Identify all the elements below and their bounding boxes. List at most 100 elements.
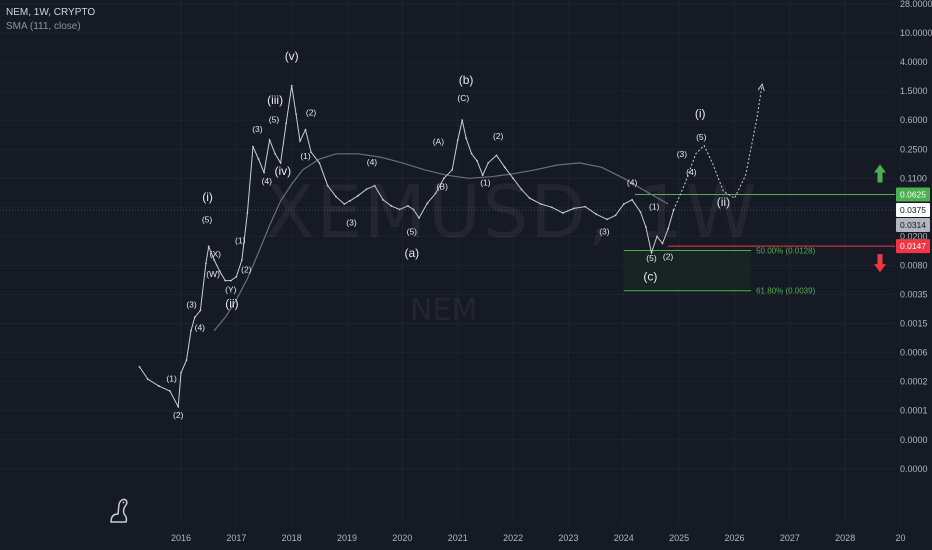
price-point — [304, 128, 307, 131]
price-point — [373, 184, 376, 187]
price-tag-label: 0.0314 — [900, 220, 926, 230]
price-point — [584, 205, 586, 208]
price-point — [476, 159, 479, 162]
price-point — [434, 192, 437, 195]
wave-label: (B) — [437, 181, 449, 191]
wave-label: (i) — [202, 190, 213, 204]
wave-label: (A) — [433, 136, 445, 146]
price-point — [461, 119, 464, 122]
price-point — [365, 188, 368, 191]
price-point — [348, 200, 351, 202]
price-point — [451, 168, 454, 171]
price-point — [263, 171, 265, 174]
price-point — [138, 365, 141, 368]
x-tick-label: 2025 — [669, 533, 689, 543]
y-tick-label: 0.6000 — [900, 115, 928, 125]
price-point — [218, 270, 221, 273]
wave-label: (4) — [195, 323, 206, 333]
price-point — [224, 279, 227, 282]
x-tick-label: 2027 — [780, 533, 800, 543]
wave-label: (1) — [300, 151, 311, 161]
wave-label: (C) — [457, 93, 469, 103]
price-point — [481, 174, 484, 177]
y-tick-label: 0.0000 — [900, 464, 928, 474]
price-point — [382, 198, 384, 201]
projection-line — [673, 84, 763, 211]
levels: 50.00% (0.0128) 61.80% (0.0039) — [0, 194, 895, 296]
price-point — [661, 242, 664, 245]
price-tag — [896, 218, 930, 233]
price-point — [185, 359, 188, 362]
sma-line — [213, 153, 669, 331]
x-tick-label: 2017 — [226, 533, 246, 543]
wave-label: (c) — [643, 270, 657, 284]
legend-title: NEM, 1W, CRYPTO — [6, 7, 96, 18]
price-point — [279, 161, 282, 164]
wave-label: (1) — [235, 235, 246, 245]
wave-label: (5) — [269, 114, 280, 124]
wave-label: (v) — [285, 49, 299, 63]
x-tick-label: 20 — [896, 533, 906, 543]
wave-label: (3) — [252, 124, 263, 134]
y-tick-label: 0.0200 — [900, 231, 928, 241]
wave-label: (5) — [646, 253, 657, 263]
y-tick-label: 28.0000 — [900, 0, 932, 9]
y-tick-label: 0.0080 — [900, 260, 928, 270]
legend-indicator[interactable]: SMA (111, close) — [6, 21, 81, 32]
wave-label: (2) — [493, 131, 504, 141]
wave-label: (ii) — [225, 296, 238, 310]
fib-zone — [623, 250, 752, 291]
price-point — [205, 262, 207, 265]
y-tick-label: 0.0006 — [900, 348, 928, 358]
y-tick-label: 0.0000 — [900, 435, 928, 445]
y-tick-label: 10.0000 — [900, 28, 932, 38]
price-point — [213, 259, 216, 261]
price-point — [456, 139, 459, 141]
price-point — [667, 227, 669, 230]
price-point — [487, 161, 490, 164]
marks — [138, 83, 886, 408]
price-tags: 0.0625 0.0375 0.0314 0.0147 — [896, 187, 930, 254]
price-point — [426, 202, 429, 205]
price-tag-label: 0.0147 — [900, 241, 926, 251]
x-tick-label: 2016 — [171, 533, 191, 543]
wave-label: (ii) — [717, 195, 730, 209]
wave-label: (b) — [459, 73, 474, 87]
wave-label: (iv) — [275, 164, 292, 178]
wave-label: (i) — [695, 107, 706, 121]
x-tick-label: 2026 — [724, 533, 744, 543]
y-tick-label: 0.0001 — [900, 406, 928, 416]
wave-label: (4) — [262, 176, 273, 186]
y-tick-label: 0.0015 — [900, 319, 928, 329]
wave-label: (3) — [346, 217, 357, 227]
tradingview-logo-icon[interactable] — [108, 496, 132, 524]
price-tag — [896, 203, 930, 218]
price-point — [443, 177, 445, 180]
price-tag — [896, 239, 930, 254]
price-point — [285, 122, 288, 124]
x-tick-label: 2021 — [448, 533, 468, 543]
price-point — [390, 205, 393, 207]
price-point — [398, 208, 401, 211]
price-point — [407, 205, 409, 207]
wave-label: (3) — [186, 299, 197, 309]
wave-label: (3) — [677, 149, 688, 159]
wave-label: (1) — [649, 201, 660, 211]
x-tick-label: 2020 — [392, 533, 412, 543]
price-point — [512, 177, 514, 180]
price-point — [639, 210, 642, 213]
wave-label: (3) — [599, 226, 610, 236]
x-tick-label: 2018 — [282, 533, 302, 543]
price-point — [470, 152, 473, 155]
price-point — [299, 140, 301, 142]
price-point — [246, 212, 249, 214]
wave-label: (4) — [686, 167, 697, 177]
wave-label: (2) — [241, 265, 252, 275]
x-axis: 2016 2017 2018 2019 2020 2021 2022 2023 2024 2025… — [171, 533, 906, 543]
up-arrow-icon — [874, 164, 886, 183]
y-tick-label: 0.0002 — [900, 377, 928, 387]
price-point — [528, 197, 531, 200]
y-tick-label: 1.5000 — [900, 86, 928, 96]
wave-label: (5) — [202, 214, 213, 224]
